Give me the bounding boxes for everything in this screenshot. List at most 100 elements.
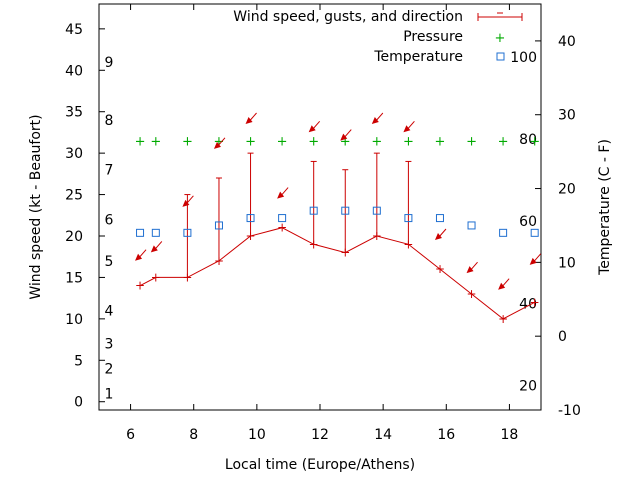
direction-arrow-shaft bbox=[186, 195, 194, 205]
pressure-point: + bbox=[498, 135, 509, 150]
pressure-point: + bbox=[371, 135, 382, 150]
y-right-tick-label: 20 bbox=[558, 182, 576, 198]
direction-arrow-shaft bbox=[249, 112, 257, 122]
legend-swatch-pressure: + bbox=[495, 31, 506, 46]
temperature-point bbox=[136, 228, 145, 237]
wind-speed-line bbox=[139, 227, 535, 320]
y-right-axis-title: Temperature (C - F) bbox=[597, 139, 613, 276]
direction-arrow-head bbox=[371, 117, 379, 124]
pressure-point: + bbox=[308, 135, 319, 150]
wind-speed-point: + bbox=[135, 279, 145, 293]
wind-speed-point: + bbox=[467, 287, 477, 301]
direction-arrow-shaft bbox=[217, 137, 226, 147]
direction-arrows bbox=[135, 112, 542, 290]
fahrenheit-label: 20 bbox=[519, 379, 537, 395]
pressure-point: + bbox=[277, 135, 288, 150]
y-right-tick-label: -10 bbox=[558, 403, 581, 419]
x-tick-label: 8 bbox=[189, 427, 198, 443]
direction-arrow-head bbox=[498, 282, 506, 290]
y-left-tick-label: 10 bbox=[65, 312, 83, 328]
y-right-tick-label: 40 bbox=[558, 34, 576, 50]
direction-arrow-head bbox=[182, 199, 190, 207]
pressure-point: + bbox=[435, 135, 446, 150]
temperature-point bbox=[404, 214, 413, 223]
direction-arrow-shaft bbox=[312, 120, 321, 130]
wind-speed-point: + bbox=[530, 295, 540, 309]
beaufort-scale: 1 2 3 4 5 6 7 8 9 bbox=[105, 55, 114, 402]
beaufort-label: 1 bbox=[105, 386, 114, 402]
beaufort-label: 8 bbox=[105, 113, 114, 129]
direction-arrow-shaft bbox=[438, 228, 447, 238]
direction-arrow-shaft bbox=[375, 112, 384, 122]
wind-speed-point: + bbox=[372, 229, 382, 243]
axis-ticks: 6 8 10 12 14 16 18051015202530354045-100102030… bbox=[65, 4, 581, 443]
wind-speed-point: + bbox=[182, 270, 192, 284]
temperature-point bbox=[246, 214, 255, 223]
direction-arrow-head bbox=[308, 125, 316, 133]
y-left-tick-label: 40 bbox=[65, 63, 83, 79]
beaufort-label: 7 bbox=[105, 163, 114, 179]
plot-frame bbox=[98, 3, 542, 411]
wind-speed-point: + bbox=[214, 254, 224, 268]
wind-speed-point: + bbox=[246, 229, 256, 243]
y-left-tick-label: 15 bbox=[65, 270, 83, 286]
legend-label-temperature: Temperature bbox=[373, 49, 463, 65]
legend-label-wind: Wind speed, gusts, and direction bbox=[233, 9, 463, 25]
x-tick-label: 16 bbox=[437, 427, 455, 443]
x-axis-title: Local time (Europe/Athens) bbox=[225, 457, 415, 473]
y-left-tick-label: 20 bbox=[65, 229, 83, 245]
fahrenheit-label: 60 bbox=[519, 214, 537, 230]
temperature-point bbox=[151, 228, 160, 237]
y-left-tick-label: 25 bbox=[65, 188, 83, 204]
direction-arrow-head bbox=[213, 141, 221, 149]
direction-arrow-shaft bbox=[154, 241, 163, 250]
pressure-point: + bbox=[340, 135, 351, 150]
temperature-point bbox=[214, 221, 223, 230]
y-left-tick-label: 45 bbox=[65, 22, 83, 38]
fahrenheit-label: 100 bbox=[510, 50, 537, 66]
temperature-point bbox=[341, 206, 350, 215]
direction-arrow-shaft bbox=[407, 120, 415, 130]
direction-arrow-shaft bbox=[343, 129, 352, 138]
direction-arrow-head bbox=[529, 257, 537, 265]
direction-arrow-head bbox=[150, 245, 158, 253]
direction-arrow-shaft bbox=[280, 187, 289, 196]
beaufort-label: 4 bbox=[105, 304, 114, 320]
y-right-tick-label: 10 bbox=[558, 255, 576, 271]
temperature-point bbox=[372, 206, 381, 215]
wind-speed-point: + bbox=[309, 237, 319, 251]
direction-arrow-head bbox=[434, 233, 442, 240]
pressure-point: + bbox=[403, 135, 414, 150]
y-right-tick-label: 0 bbox=[558, 329, 567, 345]
direction-arrow-shaft bbox=[501, 278, 510, 288]
beaufort-label: 6 bbox=[105, 212, 114, 228]
direction-arrow-head bbox=[245, 117, 253, 124]
temperature-point bbox=[499, 228, 508, 237]
pressure-point: + bbox=[214, 135, 225, 150]
x-tick-label: 6 bbox=[126, 427, 135, 443]
temperature-point bbox=[435, 214, 444, 223]
direction-arrow-shaft bbox=[138, 249, 147, 259]
y-left-tick-label: 5 bbox=[74, 353, 83, 369]
beaufort-label: 3 bbox=[105, 337, 114, 353]
wind-speed-point: + bbox=[435, 262, 445, 276]
x-tick-label: 18 bbox=[501, 427, 519, 443]
y-left-axis-title: Wind speed (kt - Beaufort) bbox=[28, 114, 44, 299]
direction-arrow-head bbox=[403, 125, 411, 133]
direction-arrow-head bbox=[466, 266, 474, 274]
pressure-point: + bbox=[529, 135, 540, 150]
fahrenheit-label: 80 bbox=[519, 132, 537, 148]
temperature-point bbox=[530, 228, 539, 237]
direction-arrow-head bbox=[277, 191, 285, 199]
beaufort-label: 2 bbox=[105, 362, 114, 378]
direction-arrow-shaft bbox=[470, 261, 478, 271]
y-left-tick-label: 30 bbox=[65, 146, 83, 162]
beaufort-label: 9 bbox=[105, 55, 114, 71]
temperature-point bbox=[309, 206, 318, 215]
legend: Wind speed, gusts, and direction Pressur… bbox=[233, 9, 523, 65]
fahrenheit-scale: 20 40 60 80 100 bbox=[510, 50, 537, 394]
direction-arrow-shaft bbox=[533, 253, 542, 263]
pressure-point: + bbox=[245, 135, 256, 150]
